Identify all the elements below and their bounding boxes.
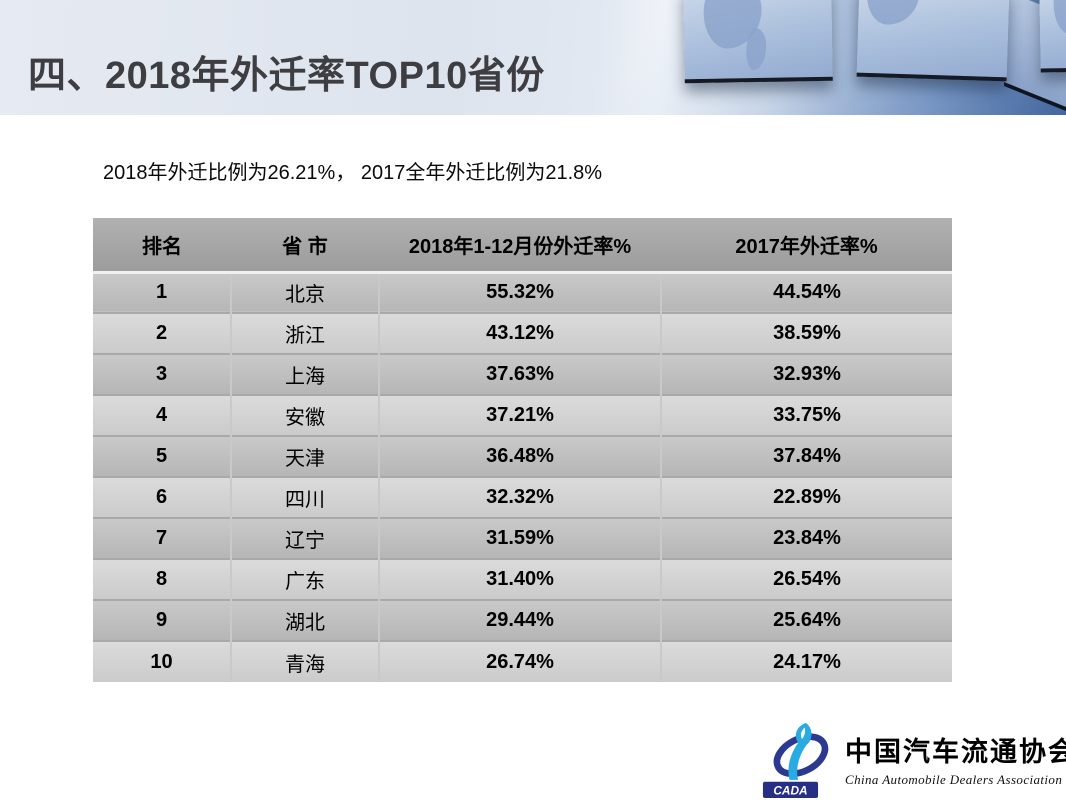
province-cell: 安徽 [230,394,379,436]
rate-2018-cell: 55.32% [378,272,661,313]
province-cell: 广东 [230,558,379,600]
rank-cell: 9 [93,599,231,641]
rate-2017-cell: 44.54% [660,272,952,313]
cada-logo: CADA 中国汽车流通协会 China Automobile Dealers A… [762,719,1066,799]
province-cell: 四川 [230,476,379,518]
rate-2017-cell: 37.84% [660,435,952,477]
table-header-row: 排名 省 市 2018年1-12月份外迁率% 2017年外迁率% [93,218,952,274]
rate-2017-cell: 26.54% [660,558,952,600]
cada-acronym: CADA [773,784,807,798]
province-cell: 北京 [230,272,379,313]
globe-cube-icon [1039,0,1066,73]
header-rate-2017: 2017年外迁率% [661,218,952,274]
table-row: 4 安徽 37.21% 33.75% [93,394,952,436]
rate-2017-cell: 32.93% [660,353,952,395]
globe-cube-icon [856,0,1010,82]
logo-name-chinese: 中国汽车流通协会 [845,737,1066,767]
globe-cube-icon [683,0,833,84]
rate-2017-cell: 25.64% [660,599,952,641]
rank-cell: 4 [93,394,231,436]
table-row: 9 湖北 29.44% 25.64% [93,599,952,641]
table-row: 1 北京 55.32% 44.54% [93,272,952,313]
rank-cell: 6 [93,476,231,518]
logo-text-block: 中国汽车流通协会 China Automobile Dealers Associ… [845,730,1066,788]
logo-name-english: China Automobile Dealers Association [845,772,1063,787]
world-map-texture [745,27,767,71]
rate-2018-cell: 43.12% [378,312,661,354]
migration-rate-table: 排名 省 市 2018年1-12月份外迁率% 2017年外迁率% 1 北京 55… [93,218,952,682]
province-cell: 青海 [230,640,379,682]
header-banner: 四、2018年外迁率TOP10省份 [0,0,1066,115]
rate-2017-cell: 33.75% [660,394,952,436]
rank-cell: 1 [93,272,231,313]
table-row: 6 四川 32.32% 22.89% [93,476,952,518]
table-row: 3 上海 37.63% 32.93% [93,353,952,395]
table-row: 7 辽宁 31.59% 23.84% [93,517,952,559]
rate-2018-cell: 26.74% [378,640,661,682]
world-map-texture [1053,0,1066,35]
rate-2018-cell: 29.44% [378,599,661,641]
province-cell: 天津 [230,435,379,477]
rate-2018-cell: 31.59% [378,517,661,559]
header-province: 省 市 [231,218,379,274]
rank-cell: 10 [93,640,231,682]
rate-2018-cell: 31.40% [378,558,661,600]
world-map-texture [866,0,921,26]
subtitle-text: 2018年外迁比例为26.21%， 2017全年外迁比例为21.8% [103,162,603,184]
rank-cell: 3 [93,353,231,395]
province-cell: 浙江 [230,312,379,354]
rate-2017-cell: 23.84% [660,517,952,559]
rank-cell: 7 [93,517,231,559]
rank-cell: 2 [93,312,231,354]
table-row: 5 天津 36.48% 37.84% [93,435,952,477]
rate-2018-cell: 37.21% [378,394,661,436]
table-row: 2 浙江 43.12% 38.59% [93,312,952,354]
table-row: 10 青海 26.74% 24.17% [93,640,952,682]
rate-2017-cell: 24.17% [660,640,952,682]
slide-title: 四、2018年外迁率TOP10省份 [28,55,545,97]
rank-cell: 8 [93,558,231,600]
rate-2018-cell: 36.48% [378,435,661,477]
province-cell: 上海 [230,353,379,395]
rate-2017-cell: 38.59% [660,312,952,354]
rate-2018-cell: 32.32% [378,476,661,518]
header-rank: 排名 [93,218,231,274]
header-rate-2018: 2018年1-12月份外迁率% [379,218,661,274]
province-cell: 辽宁 [230,517,379,559]
rate-2017-cell: 22.89% [660,476,952,518]
table-row: 8 广东 31.40% 26.54% [93,558,952,600]
cada-emblem-icon: CADA [762,722,829,798]
rank-cell: 5 [93,435,231,477]
rate-2018-cell: 37.63% [378,353,661,395]
province-cell: 湖北 [230,599,379,641]
